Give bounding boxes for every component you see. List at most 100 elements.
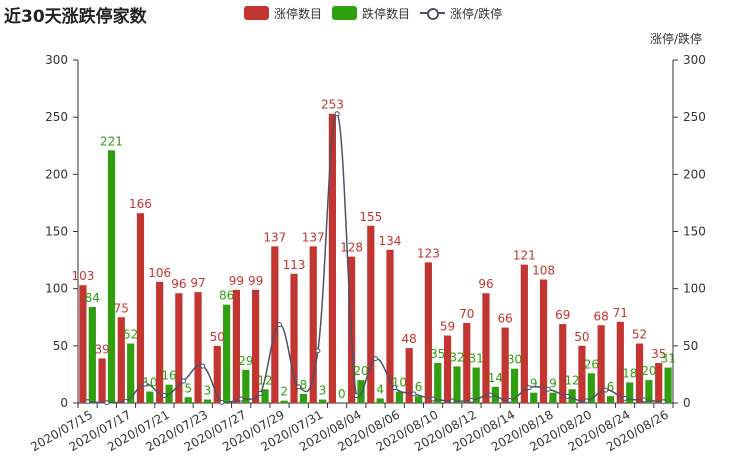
right-axis-name: 涨停/跌停 — [649, 32, 702, 46]
data-label-limit-up: 50 — [574, 330, 589, 344]
data-label-limit-up: 97 — [190, 276, 205, 290]
ratio-point — [315, 348, 321, 354]
legend-label: 跌停数目 — [362, 6, 411, 21]
bar-limit-down — [626, 382, 634, 403]
bar-limit-up — [501, 327, 509, 403]
data-label-limit-down: 12 — [564, 373, 579, 387]
bar-limit-down — [319, 399, 327, 403]
data-label-limit-down: 8 — [300, 378, 308, 392]
legend-swatch-red — [244, 6, 269, 20]
ratio-point — [353, 393, 359, 399]
ratio-point — [545, 386, 551, 392]
data-label-limit-down: 35 — [430, 347, 445, 361]
data-label-limit-up: 103 — [71, 269, 94, 283]
data-label-limit-down: 0 — [338, 387, 346, 401]
data-label-limit-up: 128 — [340, 241, 363, 255]
bar-limit-down — [491, 386, 499, 403]
ratio-point — [142, 381, 148, 387]
data-label-limit-up: 155 — [359, 210, 382, 224]
data-label-limit-up: 52 — [632, 328, 647, 342]
y-tick-label: 0 — [60, 396, 68, 410]
data-label-limit-down: 3 — [204, 384, 212, 398]
data-label-limit-down: 9 — [530, 377, 538, 391]
data-label-limit-down: 3 — [319, 384, 327, 398]
data-label-limit-down: 221 — [100, 134, 123, 148]
data-label-limit-up: 50 — [210, 330, 225, 344]
ratio-point — [161, 392, 167, 398]
bar-limit-up — [175, 293, 183, 403]
y-tick-label: 250 — [45, 110, 68, 124]
legend-label: 涨停/跌停 — [450, 6, 503, 21]
data-label-limit-up: 137 — [302, 230, 325, 244]
data-label-limit-up: 71 — [613, 306, 628, 320]
legend-swatch-green — [332, 6, 358, 20]
data-label-limit-down: 31 — [469, 352, 484, 366]
data-label-limit-down: 84 — [85, 291, 100, 305]
ratio-point — [584, 398, 590, 404]
data-label-limit-down: 9 — [549, 377, 557, 391]
data-label-limit-up: 106 — [148, 266, 171, 280]
bar-limit-down — [280, 400, 288, 403]
legend-item-limit-down[interactable]: 跌停数目 — [332, 5, 410, 22]
data-label-limit-up: 166 — [129, 197, 152, 211]
y-tick-label: 100 — [45, 282, 68, 296]
y2-tick-label: 0 — [683, 396, 691, 410]
y2-tick-label: 250 — [683, 110, 706, 124]
data-label-limit-down: 86 — [219, 289, 234, 303]
ratio-point — [334, 111, 340, 117]
ratio-point — [238, 396, 244, 402]
y-tick-label: 50 — [53, 339, 68, 353]
y2-tick-label: 50 — [683, 339, 698, 353]
bar-limit-up — [424, 262, 432, 403]
bar-limit-down — [261, 389, 269, 403]
data-label-limit-up: 137 — [263, 230, 286, 244]
ratio-point — [296, 384, 302, 390]
ratio-point — [449, 398, 455, 404]
bar-limit-down — [203, 399, 212, 403]
ratio-point — [468, 397, 474, 403]
y2-tick-label: 300 — [683, 53, 706, 67]
bar-limit-up — [79, 285, 87, 403]
bar-limit-up — [136, 213, 145, 403]
y-tick-label: 150 — [45, 225, 68, 239]
ratio-point — [257, 391, 263, 397]
bar-limit-up — [117, 317, 125, 403]
bar-limit-down — [472, 367, 480, 403]
bar-limit-down — [414, 396, 423, 403]
bar-limit-up — [98, 358, 106, 403]
ratio-point — [430, 396, 436, 402]
bar-limit-up — [367, 225, 375, 403]
data-label-limit-up: 99 — [229, 274, 244, 288]
bar-limit-up — [309, 246, 317, 403]
data-label-limit-down: 30 — [507, 353, 522, 367]
data-label-limit-down: 29 — [238, 354, 253, 368]
bar-limit-down — [549, 392, 557, 403]
ratio-point — [641, 397, 647, 403]
bar-limit-up — [482, 293, 490, 403]
ratio-point — [392, 385, 398, 391]
legend-item-ratio[interactable]: 涨停/跌停 — [420, 5, 502, 22]
bar-limit-down — [530, 392, 538, 403]
bar-limit-down — [587, 373, 595, 403]
data-label-limit-up: 123 — [417, 246, 440, 260]
ratio-point — [526, 385, 532, 391]
bar-limit-down — [357, 380, 365, 403]
bar-limit-up — [635, 343, 644, 403]
bar-limit-up — [539, 279, 548, 403]
bar-limit-up — [252, 289, 260, 403]
data-label-limit-up: 70 — [459, 307, 474, 321]
data-label-limit-up: 96 — [171, 277, 186, 291]
legend-item-limit-up[interactable]: 涨停数目 — [244, 5, 322, 22]
ratio-point — [277, 322, 283, 328]
data-label-limit-up: 75 — [114, 301, 129, 315]
data-label-limit-down: 20 — [353, 364, 368, 378]
data-label-limit-up: 113 — [283, 258, 306, 272]
bar-limit-up — [578, 345, 586, 403]
data-label-limit-down: 5 — [184, 381, 192, 395]
ratio-point — [603, 387, 609, 393]
ratio-point — [200, 363, 206, 369]
data-label-limit-down: 14 — [488, 371, 503, 385]
data-label-limit-up: 59 — [440, 320, 455, 334]
